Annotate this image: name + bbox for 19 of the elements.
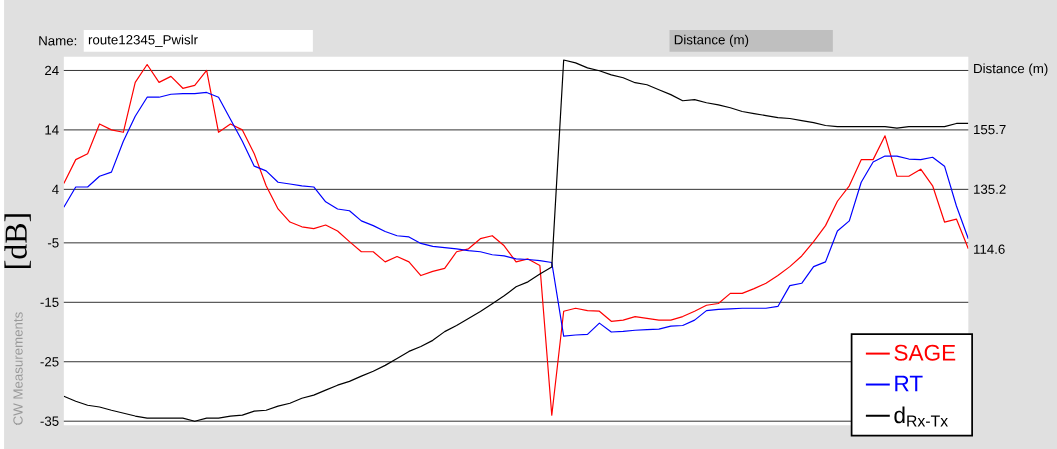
text: route12345_Pwislr xyxy=(88,34,198,47)
y-tick-label: 4 xyxy=(52,184,59,194)
y2-axis-title: Distance (m) xyxy=(974,63,1048,76)
y2-tick-label: 155.7 xyxy=(974,124,1006,135)
y-tick-label: 14 xyxy=(45,125,59,135)
legend-label: SAGE xyxy=(894,344,956,361)
y2-tick-label: 135.2 xyxy=(974,184,1006,194)
y-tick-label: -5 xyxy=(47,238,59,248)
y-tick-label: -35 xyxy=(40,416,59,426)
y-tick-label: -25 xyxy=(40,356,59,367)
y-axis-title: [dB] xyxy=(4,214,31,268)
y2-tick-label: 114.6 xyxy=(974,244,1005,254)
y-tick-label: 24 xyxy=(45,65,59,75)
y-tick-label: -15 xyxy=(40,297,59,307)
legend-label: d$_{Rx-Tx}$ xyxy=(894,406,948,427)
text: Distance (m) xyxy=(674,34,749,47)
text: CW Measurements xyxy=(13,312,23,425)
text: Name: xyxy=(39,36,77,46)
legend-label: RT xyxy=(895,375,923,392)
